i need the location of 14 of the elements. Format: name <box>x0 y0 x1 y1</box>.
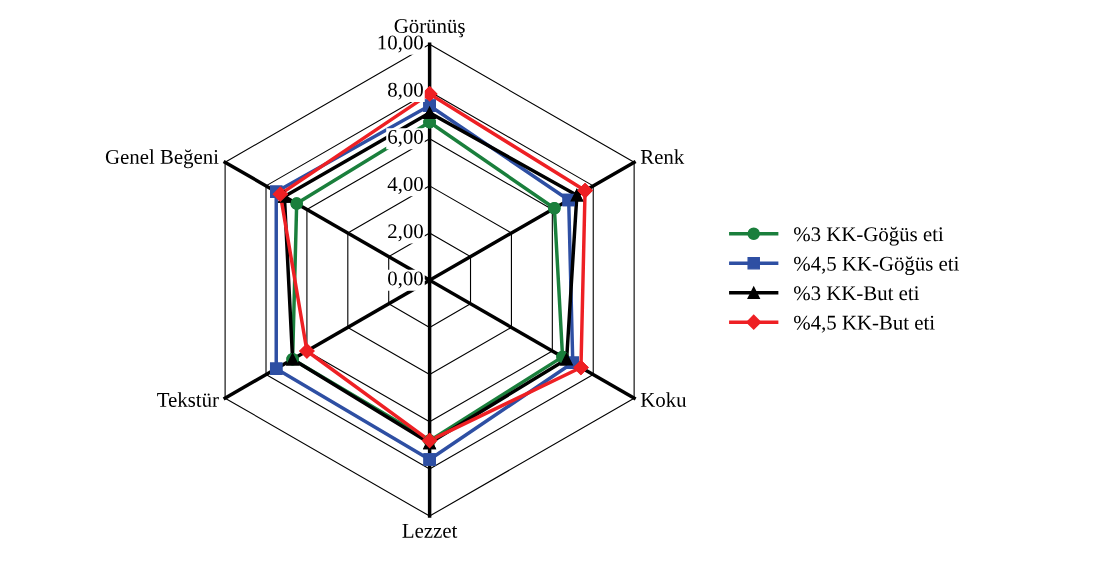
y-tick-label: 4,00 <box>387 177 423 195</box>
spoke-label: Koku <box>640 392 687 407</box>
legend-label: %4,5 KK-Göğüs eti <box>794 256 959 276</box>
spoke-label: Genel Beğeni <box>105 149 219 169</box>
spoke-label: Renk <box>640 149 685 164</box>
legend-label: %3 KK-But eti <box>794 286 920 301</box>
y-tick-label: 6,00 <box>388 129 423 147</box>
legend-label: %3 KK-Göğüs eti <box>794 226 944 246</box>
spoke-label: Tekstür <box>157 392 219 407</box>
y-tick-label: 8,00 <box>388 82 423 100</box>
spoke-label: Lezzet <box>402 523 458 538</box>
legend-label: %4,5 KK-But eti <box>794 315 935 333</box>
y-tick-label: 0,00 <box>388 271 423 289</box>
y-tick-label: 2,00 <box>388 224 423 242</box>
